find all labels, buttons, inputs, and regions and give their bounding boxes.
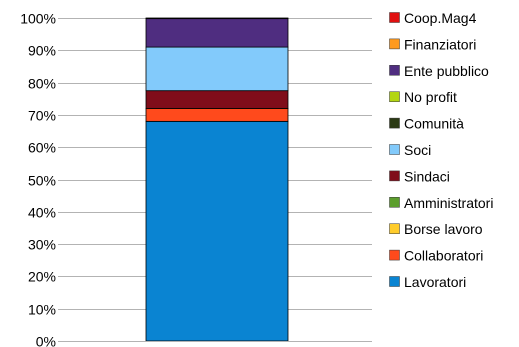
y-tick-label: 90% [28,43,56,59]
legend-swatch [389,170,400,182]
y-tick-label: 40% [28,205,56,221]
bar-segment-collaboratori [145,108,289,122]
legend-label: Finanziatori [404,36,476,52]
legend-swatch [389,249,400,261]
legend-swatch [389,12,400,23]
y-tick-label: 50% [28,173,56,189]
legend-swatch [389,91,400,102]
y-tick-label: 80% [28,76,56,92]
legend-swatch [389,223,400,234]
legend-swatch [389,197,400,208]
legend-swatch [389,276,400,287]
bar-segments [145,17,289,342]
legend-label: Borse lavoro [404,221,483,237]
legend-swatch [389,38,400,50]
y-tick-label: 70% [28,108,56,124]
y-tick-label: 30% [28,237,56,253]
bar-segment-ente-pubblico [145,18,289,48]
legend-label: Coop.Mag4 [404,10,477,26]
legend-label: Lavoratori [404,274,466,290]
legend-label: Amministratori [404,195,493,211]
legend-label: No profit [404,89,457,105]
legend-label: Collaboratori [404,248,483,264]
y-tick-label: 10% [28,302,56,318]
legend-swatch [389,65,400,76]
y-tick-label: 100% [20,11,56,27]
legend-swatch [389,144,400,155]
bar-segment-coop-mag4 [145,17,289,20]
legend-label: Comunità [404,116,464,132]
legend-label: Ente pubblico [404,63,489,79]
legend-label: Soci [404,142,431,158]
legend-label: Sindaci [404,168,450,184]
legend: Coop.Mag4 Finanziatori Ente pubblico No pro… [389,10,493,290]
bar-segment-sindaci [145,90,289,109]
y-tick-label: 60% [28,140,56,156]
y-tick-label: 20% [28,269,56,285]
y-axis-ticks: 0% 10% 20% 30% 40% 50% 60% 70% 80% 90% 100% [20,11,56,347]
legend-swatch [389,117,400,129]
y-tick-label: 0% [36,334,56,347]
bar-segment-lavoratori [145,120,289,342]
bar-segment-soci [145,46,289,92]
